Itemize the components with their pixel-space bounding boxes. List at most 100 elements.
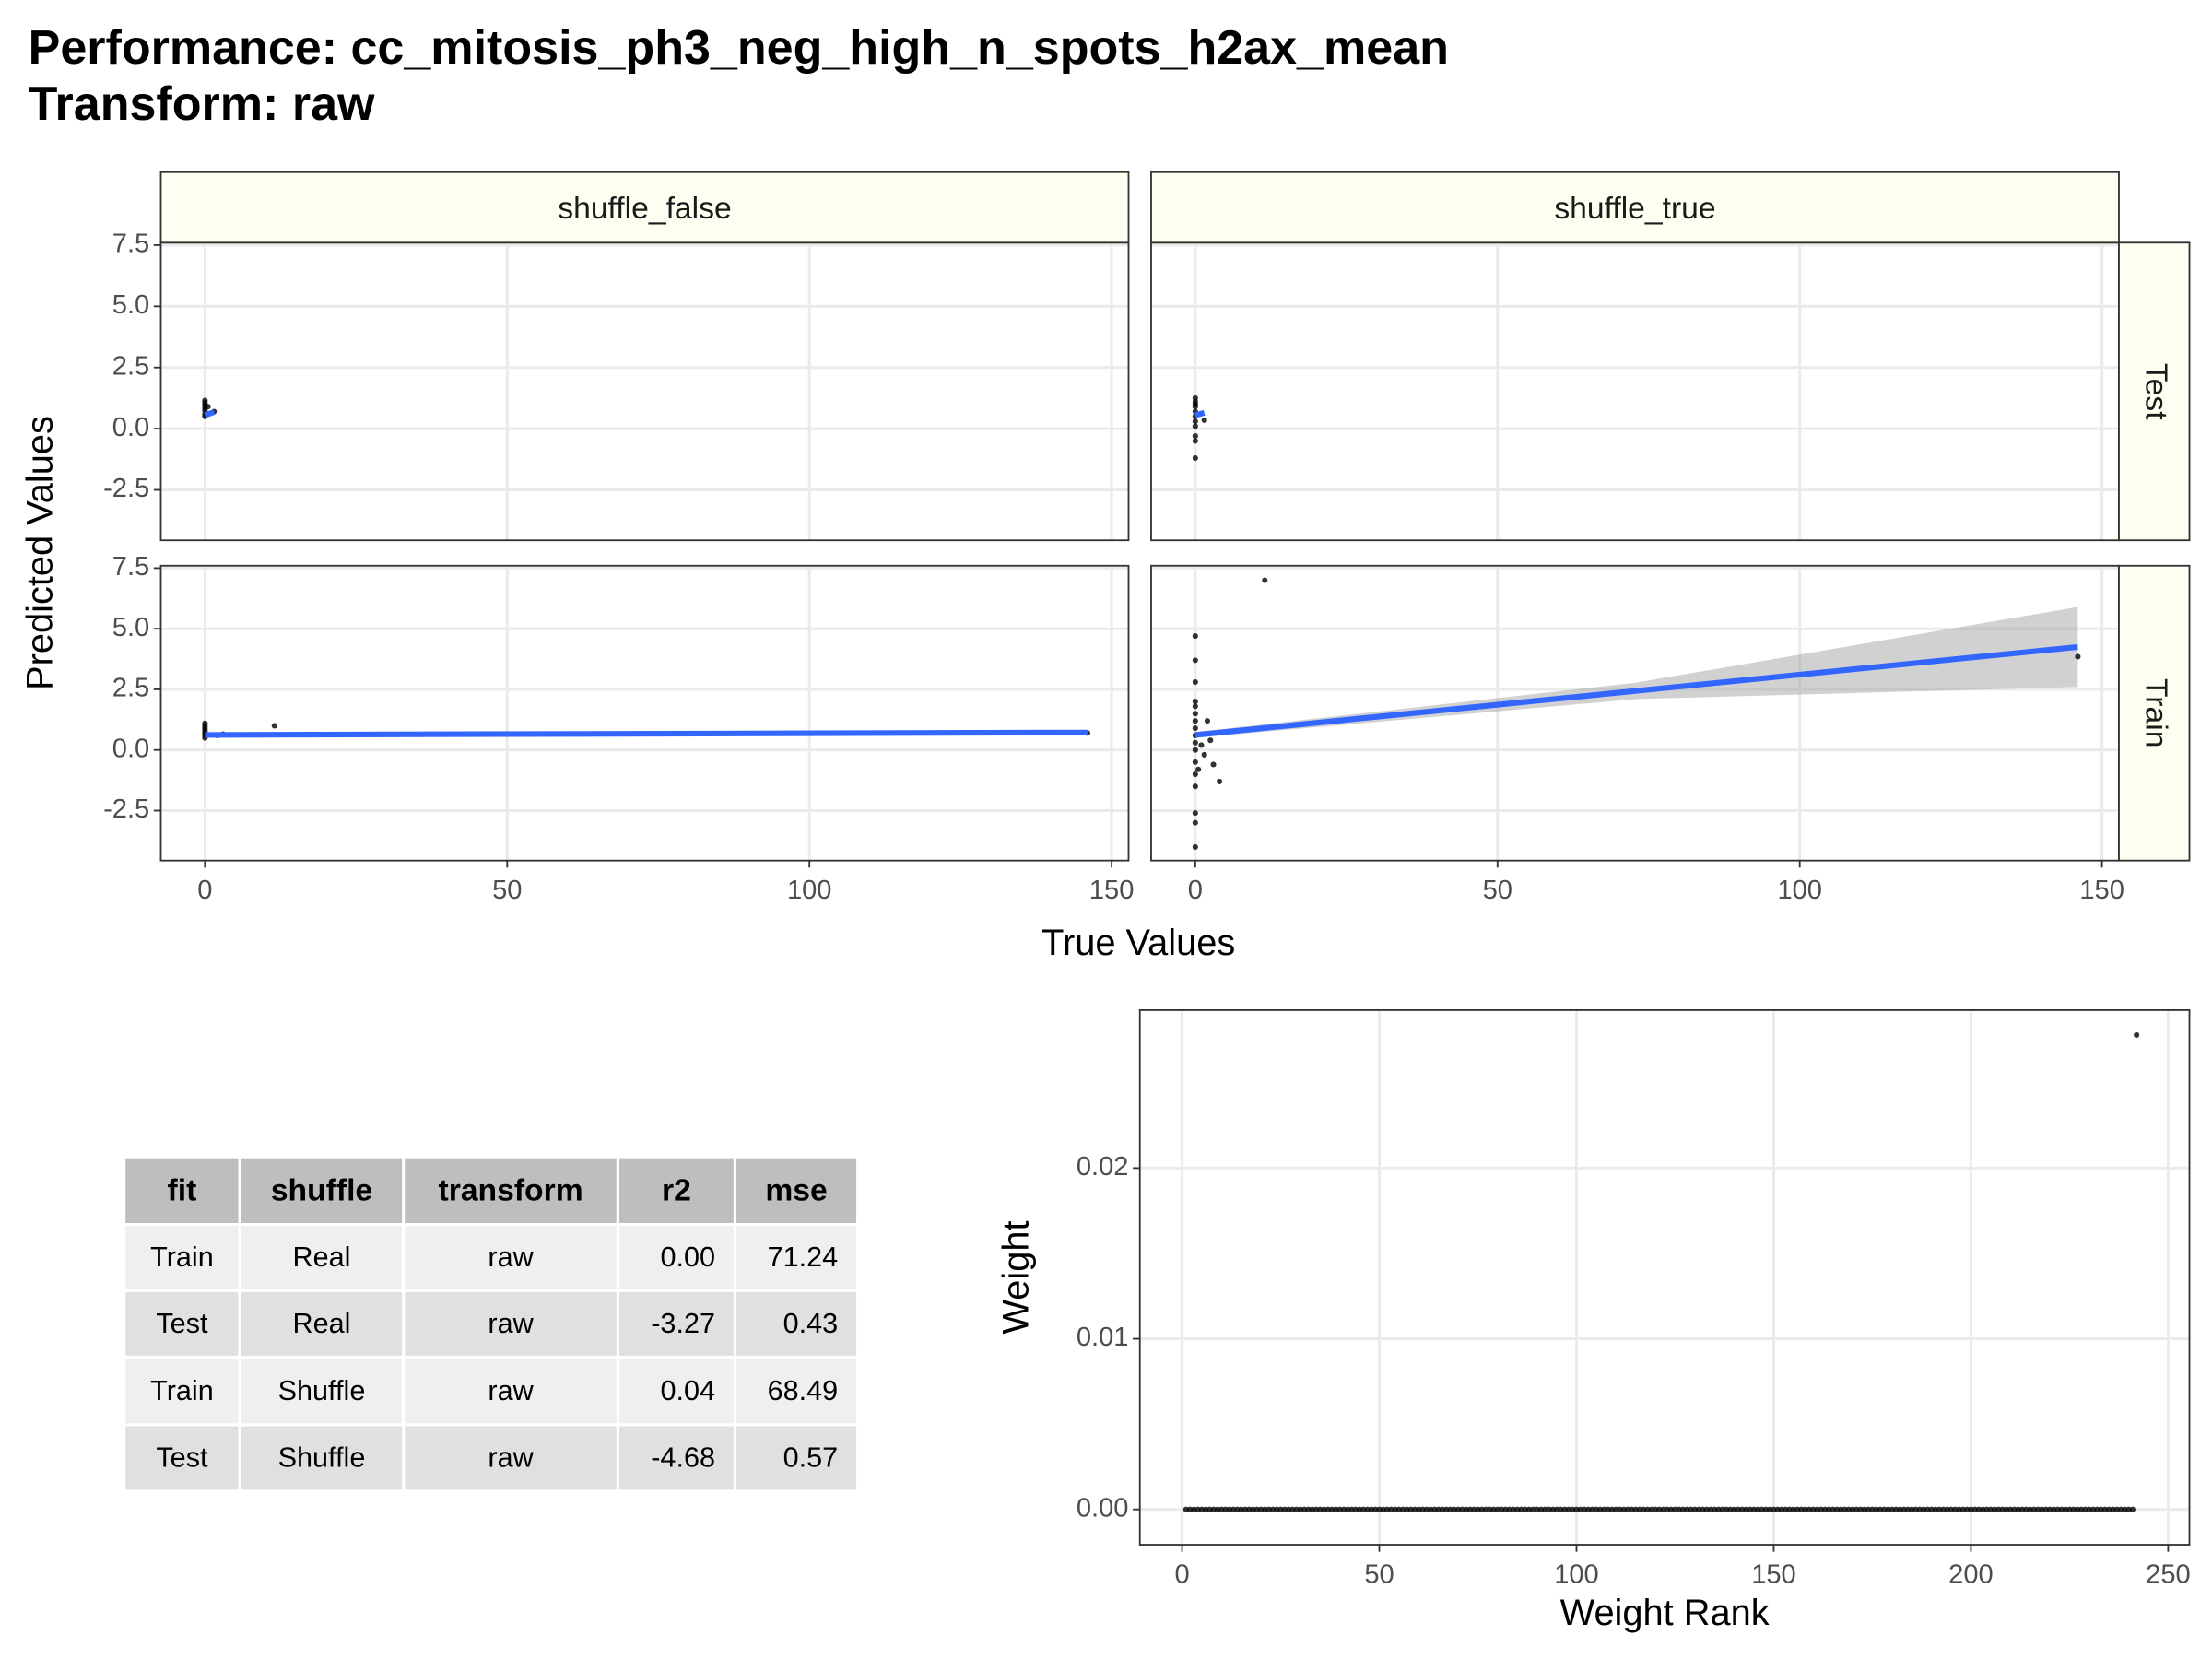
point [1246,1506,1253,1512]
x-tick-label: 50 [492,876,522,905]
table-cell-text: Shuffle [278,1375,366,1406]
panel-background [1150,565,2119,861]
y-axis-title: Weight [996,1220,1037,1334]
point [1762,1506,1769,1512]
point [1192,418,1198,425]
table-cell-text: raw [488,1442,534,1474]
point [1336,1506,1343,1512]
point [2101,1506,2108,1512]
point [1888,1506,1895,1512]
point [1814,1506,1820,1512]
point [2098,1506,2104,1512]
point [1897,1506,1903,1512]
point [1534,1506,1540,1512]
table-cell [733,1223,860,1293]
point [1192,423,1198,429]
point [1192,759,1198,765]
table-cell-text: Shuffle [278,1442,366,1474]
point [1790,1506,1796,1512]
point [1380,1506,1386,1512]
point [1601,1506,1607,1512]
point [1608,1506,1616,1512]
strip [2118,241,2191,542]
point [1727,1506,1734,1512]
point [1794,1506,1801,1512]
point [2007,1506,2014,1512]
point [1826,1506,1832,1512]
x-tick-label: 200 [1948,1559,1994,1589]
point [1192,771,1198,778]
point [1451,1506,1457,1512]
fit-line [204,409,216,418]
point [1554,1506,1560,1512]
point [205,404,211,410]
point [1206,1506,1213,1512]
point [1392,1506,1398,1512]
point [1648,1506,1654,1512]
point [1783,1506,1789,1512]
point [1192,718,1198,724]
point [1759,1506,1765,1512]
point [1956,1506,1962,1512]
point [1691,1506,1698,1512]
point [1443,1506,1450,1512]
point [1605,1506,1611,1512]
point [1192,433,1198,440]
point [271,723,277,729]
table-cell-text: -4.68 [651,1442,715,1474]
point [1198,1506,1205,1512]
point [1368,1506,1375,1512]
point [1192,678,1198,686]
point [1400,1506,1406,1512]
point [1731,1506,1737,1512]
table-cell-text: raw [488,1375,534,1406]
point [1964,1506,1971,1512]
point [1262,577,1268,583]
panel-background [1150,242,2119,541]
point [1696,1506,1702,1512]
point [1940,1506,1947,1512]
table-cell-text: 0.00 [660,1241,715,1273]
table-cell [123,1423,241,1493]
point [1510,1506,1517,1512]
point [1735,1506,1741,1512]
point [2075,653,2081,660]
y-tick-label: 0.0 [112,734,149,763]
point [1312,1506,1320,1512]
point [202,397,208,404]
y-tick-label: 7.5 [112,552,149,582]
point [1703,1506,1710,1512]
point [1909,1506,1915,1512]
point [2090,1506,2097,1512]
point [1238,1506,1244,1512]
point [1613,1506,1619,1512]
table-cell-text: -3.27 [651,1308,715,1339]
point [1192,843,1198,851]
title: Performance: cc_mitosis_ph3_neg_high_n_s… [29,21,1449,75]
point [1439,1506,1446,1512]
point [1230,1506,1237,1512]
point [1214,1506,1221,1512]
point [1333,1506,1339,1512]
point [2122,1506,2128,1512]
point [1786,1506,1793,1512]
point [1192,819,1198,826]
point [1947,1506,1955,1512]
point [1447,1506,1453,1512]
point [1348,1506,1355,1512]
x-axis-title: Weight Rank [1560,1593,1770,1633]
point [1885,1506,1891,1512]
x-tick-label: 100 [1554,1559,1599,1589]
point [2074,1506,2081,1512]
point [1192,657,1198,664]
point [1364,1506,1371,1512]
table-cell-text: Test [156,1308,208,1339]
point [1700,1506,1706,1512]
point [1904,1506,1912,1512]
point [1916,1506,1923,1512]
point [1466,1506,1473,1512]
point [1549,1506,1556,1512]
point [2117,1506,2124,1512]
point [1968,1506,1974,1512]
point [1573,1506,1580,1512]
